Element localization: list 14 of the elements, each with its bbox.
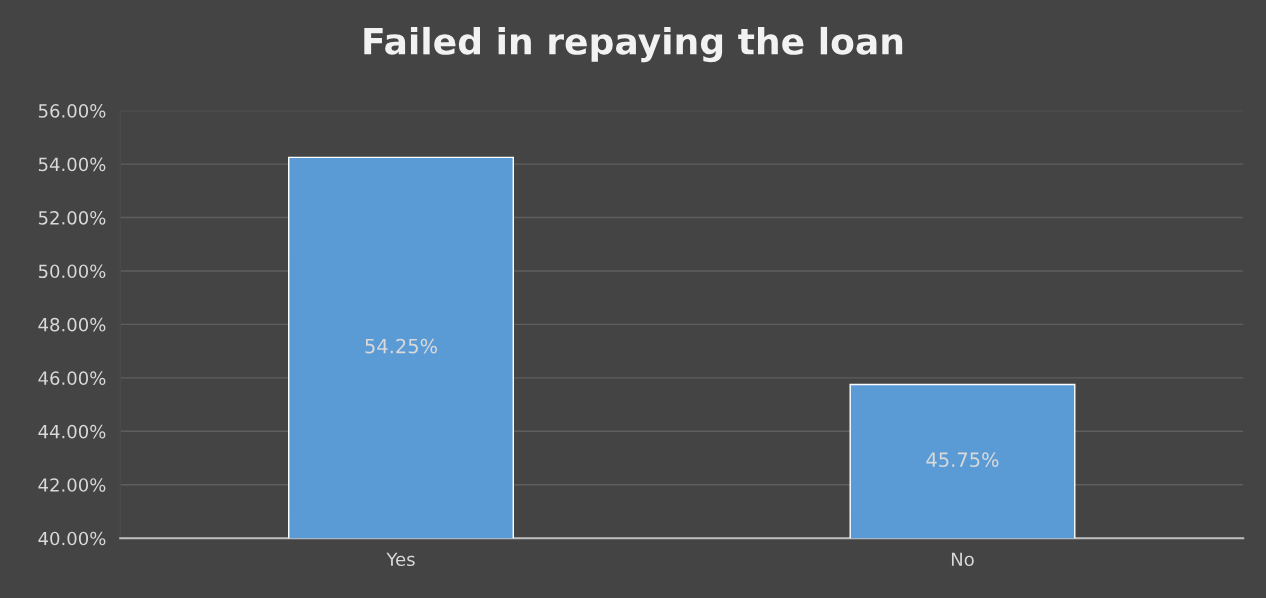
chart-title: Failed in repaying the loan bbox=[364, 26, 903, 63]
y-tick-label: 50.00% bbox=[38, 264, 106, 279]
y-tick-label: 56.00% bbox=[38, 104, 106, 118]
y-tick-label: 48.00% bbox=[38, 317, 106, 332]
data-label: 45.75% bbox=[926, 452, 999, 468]
data-label: 54.25% bbox=[365, 338, 437, 354]
x-tick-label: Yes bbox=[386, 552, 415, 567]
y-tick-label: 40.00% bbox=[38, 531, 106, 546]
x-tick-label: No bbox=[951, 552, 974, 567]
y-tick-label: 44.00% bbox=[38, 424, 106, 439]
y-tick-label: 42.00% bbox=[38, 478, 106, 492]
y-tick-label: 54.00% bbox=[38, 157, 106, 172]
y-tick-label: 52.00% bbox=[38, 210, 106, 225]
y-tick-label: 46.00% bbox=[38, 371, 106, 385]
